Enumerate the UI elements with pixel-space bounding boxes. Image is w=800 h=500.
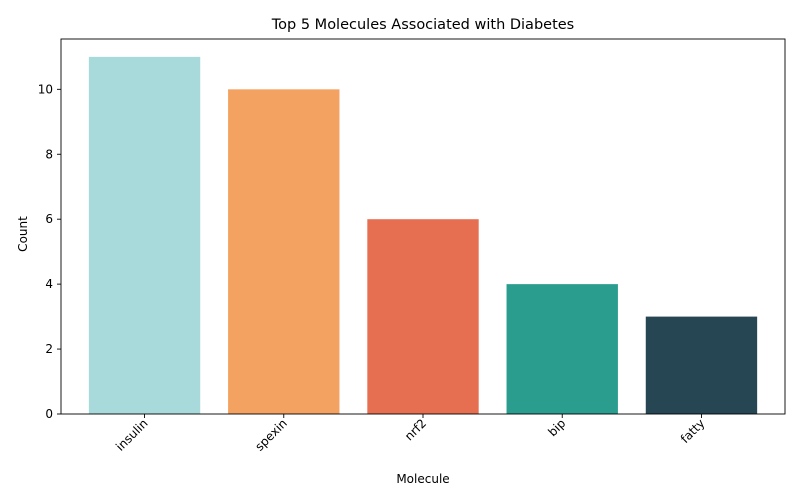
y-tick-label: 2 xyxy=(45,342,53,356)
y-tick-label: 4 xyxy=(45,277,53,291)
y-tick-label: 8 xyxy=(45,147,53,161)
x-tick-label-nrf2: nrf2 xyxy=(402,416,429,443)
axes-spines xyxy=(60,38,786,415)
x-axis-label: Molecule xyxy=(396,472,449,486)
y-tick-label: 0 xyxy=(45,407,53,421)
y-tick-label: 6 xyxy=(45,212,53,226)
x-tick-label-spexin: spexin xyxy=(252,416,290,454)
chart-title: Top 5 Molecules Associated with Diabetes xyxy=(271,17,574,33)
x-axis-ticks: insulin spexin nrf2 bip fatty xyxy=(113,414,708,454)
y-tick-label: 10 xyxy=(38,82,53,96)
x-tick-label-bip: bip xyxy=(545,416,568,439)
x-tick-label-fatty: fatty xyxy=(678,416,708,446)
bar-nrf2 xyxy=(367,219,479,414)
bar-spexin xyxy=(228,89,340,414)
x-tick-label-insulin: insulin xyxy=(113,416,151,454)
y-axis-label: Count xyxy=(16,216,30,252)
bar-fatty xyxy=(645,316,758,414)
bars xyxy=(88,56,758,415)
y-axis-ticks: 0 2 4 6 8 10 xyxy=(38,82,61,421)
bar-bip xyxy=(506,284,618,414)
bar-insulin xyxy=(88,56,201,415)
axes-frame xyxy=(60,38,786,415)
